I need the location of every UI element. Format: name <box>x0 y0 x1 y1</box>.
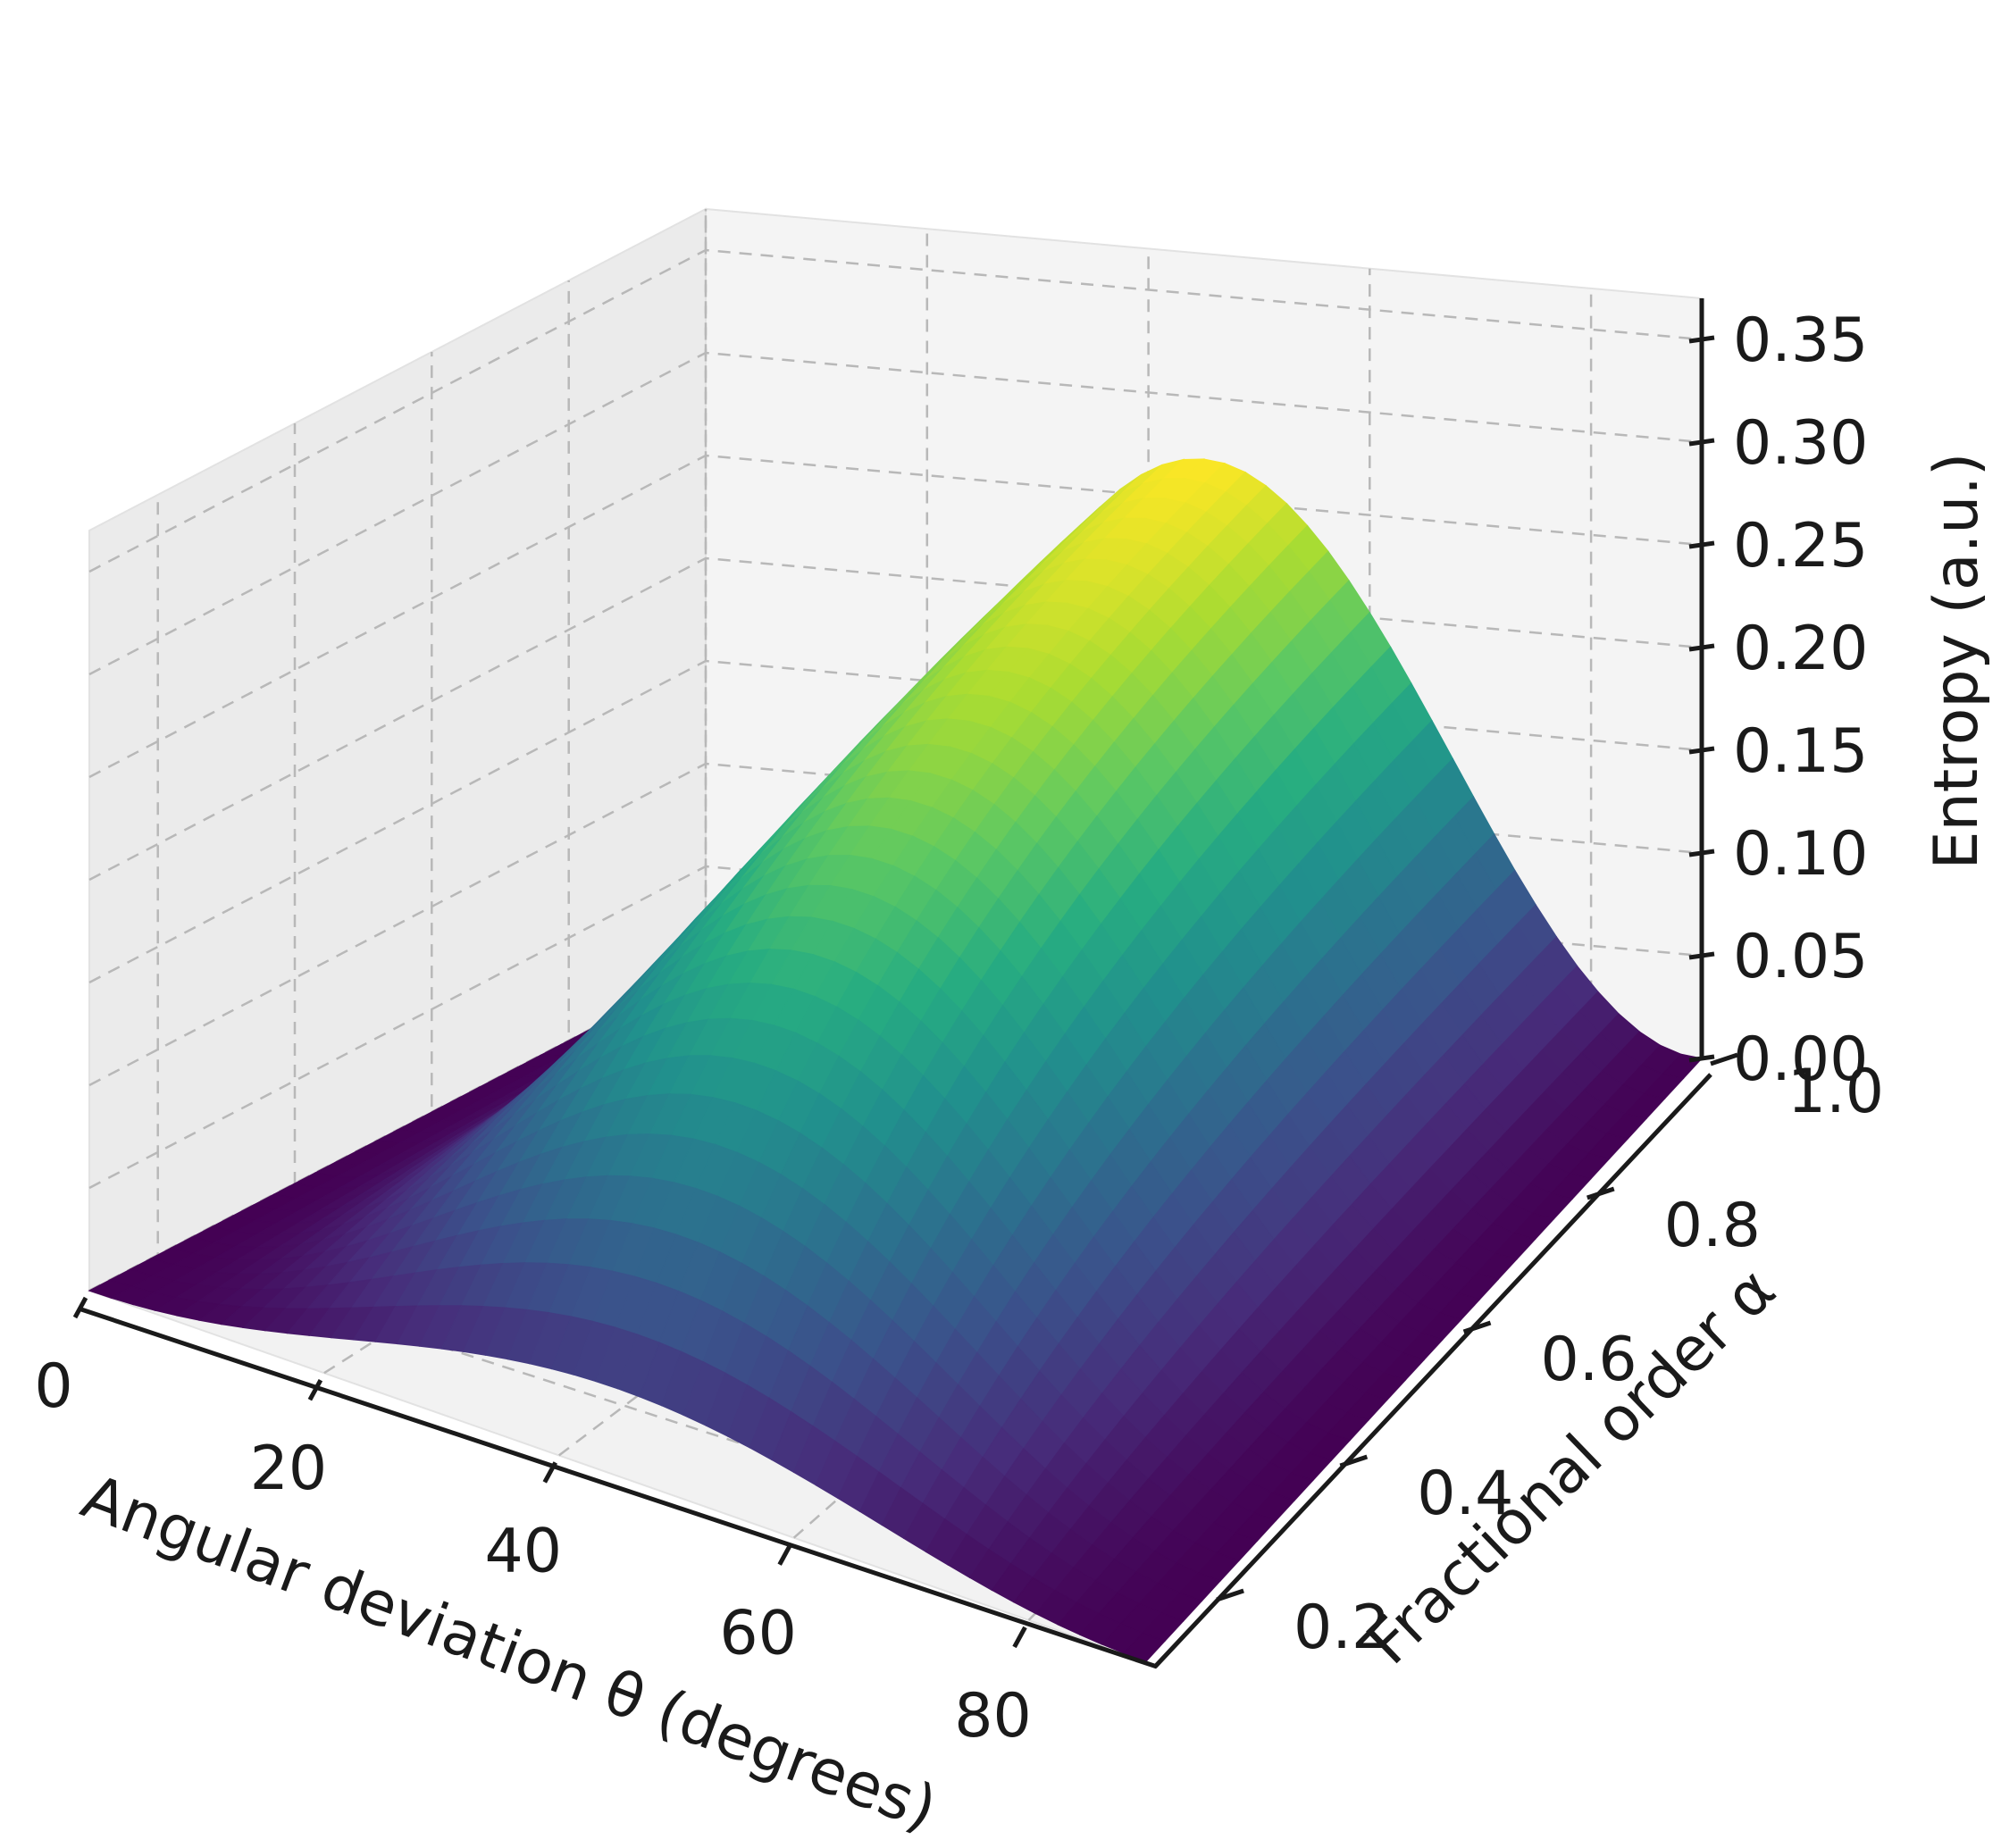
z-tick-mark <box>1688 746 1715 755</box>
z-tick-mark <box>1688 849 1715 857</box>
z-tick-label: 0.00 <box>1733 1024 1868 1095</box>
y-tick-mark <box>1710 1052 1738 1066</box>
z-tick-mark <box>1688 643 1715 652</box>
z-tick-mark <box>1688 438 1715 447</box>
z-tick-mark <box>1688 335 1715 344</box>
z-tick-label: 0.15 <box>1733 716 1868 787</box>
z-tick-label: 0.30 <box>1733 408 1868 479</box>
x-tick-label: 0 <box>34 1351 72 1422</box>
z-tick-label: 0.35 <box>1733 305 1868 376</box>
x-tick-label: 20 <box>250 1434 328 1504</box>
tick-labels: 0 20 40 60 80 0.2 0.4 0.6 0.8 1.00.00 0.05 0.10 0.15… <box>34 305 1884 1752</box>
grid-line-x-3 <box>792 268 1371 1539</box>
z-axis-label: Entropy (a.u.) <box>1921 453 1992 870</box>
grid-line-z-6 <box>88 351 1703 676</box>
y-tick-mark <box>1339 1454 1369 1468</box>
axes-lines <box>78 298 1712 1669</box>
y-tick-label: 0.6 <box>1540 1325 1637 1395</box>
z-tick-mark <box>1688 951 1715 960</box>
x-tick-label: 80 <box>954 1681 1032 1752</box>
grid-line-z-7 <box>88 248 1703 573</box>
z-tick-mark <box>1688 1054 1715 1063</box>
x-tick-mark <box>777 1543 792 1566</box>
grid-line-y-3 <box>567 280 1578 1194</box>
y-tick-label: 0.4 <box>1417 1459 1513 1529</box>
z-tick-label: 0.25 <box>1733 511 1868 581</box>
entropy-surface <box>88 458 1704 1662</box>
y-tick-mark <box>1216 1588 1244 1602</box>
x-tick-mark <box>307 1379 323 1401</box>
x-tick-label: 60 <box>719 1599 797 1669</box>
x-tick-label: 40 <box>485 1516 563 1586</box>
z-tick-label: 0.05 <box>1733 922 1868 992</box>
z-tick-label: 0.20 <box>1733 614 1868 684</box>
y-tick-label: 1.0 <box>1788 1057 1884 1127</box>
y-tick-mark <box>1586 1186 1615 1200</box>
x-tick-mark <box>72 1296 88 1319</box>
y-tick-label: 0.2 <box>1294 1593 1390 1663</box>
y-tick-label: 0.8 <box>1664 1191 1761 1261</box>
z-tick-mark <box>1688 540 1715 549</box>
z-tick-label: 0.10 <box>1733 819 1868 890</box>
grid-line-z-5 <box>88 454 1703 779</box>
x-axis-line <box>78 1306 1158 1669</box>
y-tick-mark <box>1462 1320 1492 1334</box>
y-axis-line <box>1153 1073 1712 1668</box>
x-tick-mark <box>1012 1626 1027 1649</box>
x-tick-mark <box>542 1461 557 1484</box>
